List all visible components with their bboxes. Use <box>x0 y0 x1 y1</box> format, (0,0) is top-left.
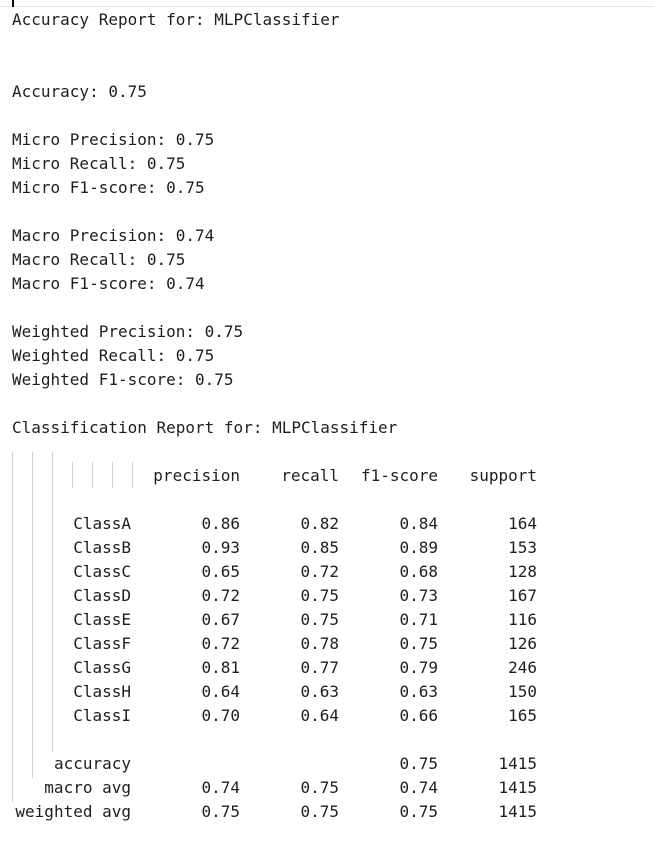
summary-row-recall-value: 0.75 <box>300 778 339 797</box>
table-row-f1-score-value: 0.68 <box>399 562 438 581</box>
classification-report-title: Classification Report for: MLPClassifier <box>12 418 398 437</box>
table-row-recall-value: 0.85 <box>300 538 339 557</box>
table-row-recall-value: 0.75 <box>300 586 339 605</box>
table-row-support-value: 164 <box>508 514 537 533</box>
table-row-precision-value: 0.86 <box>201 514 240 533</box>
summary-row-precision-value <box>140 752 240 776</box>
table-row-precision-value: 0.72 <box>201 634 240 653</box>
summary-row-f1-score-value: 0.74 <box>399 778 438 797</box>
summary-row-precision-value: 0.75 <box>201 802 240 821</box>
table-row-precision-value: 0.72 <box>201 586 240 605</box>
table-row-support-value: 150 <box>508 682 537 701</box>
table-row-f1-score-value: 0.84 <box>399 514 438 533</box>
summary-row-row-label: weighted avg <box>15 802 131 821</box>
summary-row-recall-value: 0.75 <box>300 802 339 821</box>
table-row-row-label: ClassA <box>73 514 131 533</box>
header-recall: recall <box>281 466 339 485</box>
table-row-recall-value: 0.63 <box>300 682 339 701</box>
table-row-recall-value: 0.72 <box>300 562 339 581</box>
table-row-f1-score-value: 0.79 <box>399 658 438 677</box>
micro-f1-line: Micro F1-score: 0.75 <box>12 178 205 197</box>
table-row-support-value: 116 <box>508 610 537 629</box>
table-row-f1-score-value: 0.75 <box>399 634 438 653</box>
table-row-support-value: 246 <box>508 658 537 677</box>
table-row-row-label: ClassB <box>73 538 131 557</box>
summary-row-row-label: macro avg <box>44 778 131 797</box>
indent-guide <box>112 462 113 488</box>
weighted-recall-line: Weighted Recall: 0.75 <box>12 346 215 365</box>
weighted-precision-line: Weighted Precision: 0.75 <box>12 322 244 341</box>
indent-guide <box>52 452 53 752</box>
table-row-precision-value: 0.93 <box>201 538 240 557</box>
table-row-recall-value: 0.82 <box>300 514 339 533</box>
table-row-row-label: ClassD <box>73 586 131 605</box>
summary-row-support-value: 1415 <box>498 802 537 821</box>
table-row-f1-score-value: 0.71 <box>399 610 438 629</box>
header-support: support <box>469 466 537 485</box>
summary-row-f1-score-value: 0.75 <box>399 754 438 773</box>
table-row-support-value: 153 <box>508 538 537 557</box>
summary-row-f1-score-value: 0.75 <box>399 802 438 821</box>
table-row-precision-value: 0.70 <box>201 706 240 725</box>
indent-guide <box>12 452 13 802</box>
indent-guide <box>72 462 73 488</box>
macro-precision-line: Macro Precision: 0.74 <box>12 226 215 245</box>
table-row-recall-value: 0.75 <box>300 610 339 629</box>
table-row-f1-score-value: 0.73 <box>399 586 438 605</box>
indent-guide <box>132 462 133 488</box>
table-row-f1-score-value: 0.66 <box>399 706 438 725</box>
macro-f1-line: Macro F1-score: 0.74 <box>12 274 205 293</box>
output-top-border <box>0 6 654 7</box>
table-row-precision-value: 0.65 <box>201 562 240 581</box>
table-row-recall-value: 0.77 <box>300 658 339 677</box>
table-row-support-value: 167 <box>508 586 537 605</box>
table-row-precision-value: 0.81 <box>201 658 240 677</box>
text-cursor <box>12 0 14 7</box>
table-row-support-value: 128 <box>508 562 537 581</box>
header-precision: precision <box>153 466 240 485</box>
table-row-precision-value: 0.67 <box>201 610 240 629</box>
table-row-row-label: ClassH <box>73 682 131 701</box>
header-f1-score: f1-score <box>360 466 438 485</box>
table-row-f1-score-value: 0.63 <box>399 682 438 701</box>
micro-recall-line: Micro Recall: 0.75 <box>12 154 186 173</box>
table-row-support-value: 126 <box>508 634 537 653</box>
table-row-f1-score-value: 0.89 <box>399 538 438 557</box>
table-row-row-label: ClassE <box>73 610 131 629</box>
table-row-recall-value: 0.64 <box>300 706 339 725</box>
summary-row-support-value: 1415 <box>498 778 537 797</box>
table-row-support-value: 165 <box>508 706 537 725</box>
indent-guide <box>92 462 93 488</box>
micro-precision-line: Micro Precision: 0.75 <box>12 130 215 149</box>
table-row-precision-value: 0.64 <box>201 682 240 701</box>
accuracy-report-title: Accuracy Report for: MLPClassifier <box>12 10 340 29</box>
indent-guide <box>32 452 33 778</box>
table-row-row-label: ClassG <box>73 658 131 677</box>
table-row-recall-value: 0.78 <box>300 634 339 653</box>
summary-row-row-label: accuracy <box>53 754 131 773</box>
weighted-f1-line: Weighted F1-score: 0.75 <box>12 370 234 389</box>
table-row-row-label: ClassF <box>73 634 131 653</box>
table-row-row-label: ClassC <box>73 562 131 581</box>
summary-row-recall-value <box>240 752 339 776</box>
accuracy-line: Accuracy: 0.75 <box>12 82 147 101</box>
summary-row-precision-value: 0.74 <box>201 778 240 797</box>
table-row-row-label: ClassI <box>73 706 131 725</box>
summary-row-support-value: 1415 <box>498 754 537 773</box>
macro-recall-line: Macro Recall: 0.75 <box>12 250 186 269</box>
